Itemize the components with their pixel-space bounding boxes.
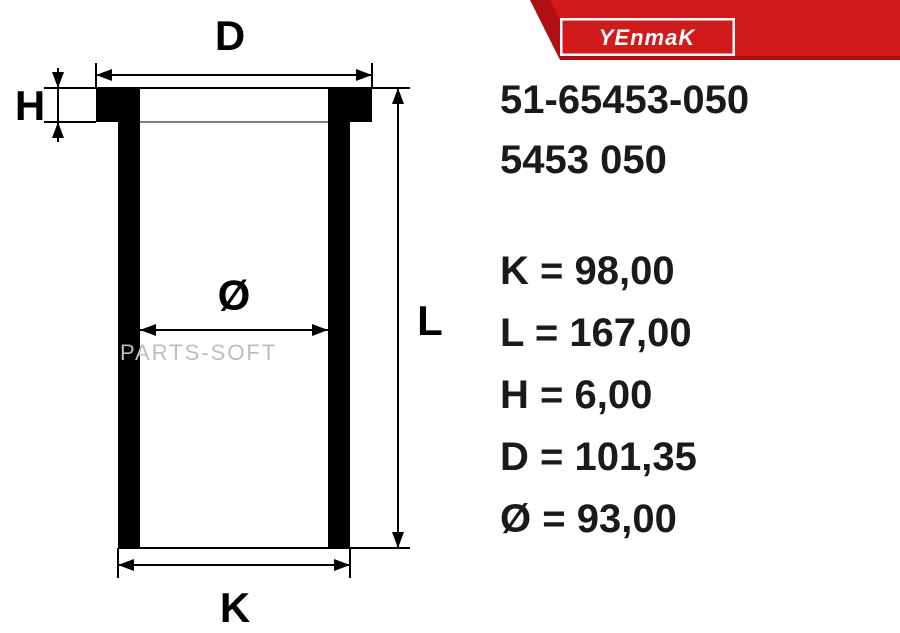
dim-L: L [350,88,443,548]
part-number-primary: 51-65453-050 [500,70,900,130]
dim-L-row: L = 167,00 [500,302,900,364]
dim-H: H [15,68,96,142]
dim-K: K [118,548,350,631]
brand-logo-box: YEnmaK [560,18,735,56]
label-H: H [15,82,45,129]
label-L: L [417,297,443,344]
label-diameter: Ø [218,272,251,319]
part-number-secondary: 5453 050 [500,130,900,190]
dimension-list: K = 98,00 L = 167,00 H = 6,00 D = 101,35… [500,240,900,550]
cylinder-liner-diagram: D H L [0,0,480,633]
diagram-panel: D H L [0,0,480,633]
dim-diameter: Ø [140,272,328,336]
brand-name: YEnmaK [599,25,697,50]
dim-D-row: D = 101,35 [500,426,900,488]
label-D: D [215,12,245,59]
spec-panel: 51-65453-050 5453 050 K = 98,00 L = 167,… [480,0,900,633]
dim-D: D [96,12,372,88]
dim-H-row: H = 6,00 [500,364,900,426]
dim-diameter-row: Ø = 93,00 [500,488,900,550]
label-K: K [220,584,250,631]
brand-banner: YEnmaK [500,0,900,65]
dim-K-row: K = 98,00 [500,240,900,302]
watermark: PARTS-SOFT [120,340,277,366]
